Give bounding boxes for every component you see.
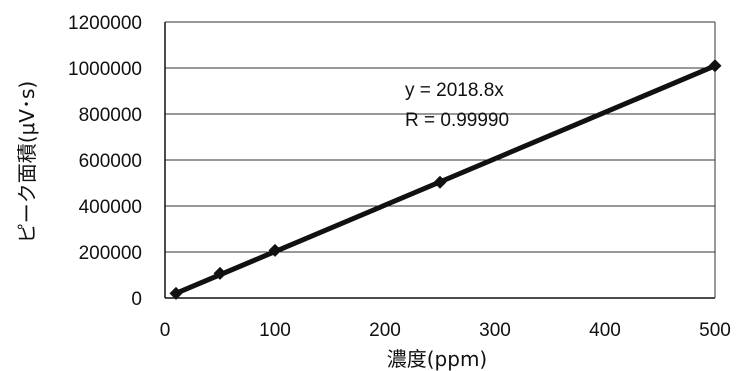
data-point-4 (708, 59, 722, 73)
data-points (169, 59, 722, 300)
x-tick-label-0: 0 (160, 320, 171, 341)
x-tick-label-200: 200 (369, 320, 401, 341)
trendline-line (173, 63, 718, 296)
x-tick-label-100: 100 (259, 320, 291, 341)
data-point-1 (213, 266, 227, 280)
annotation-equation: y = 2018.8x (405, 80, 504, 101)
x-tick-label-500: 500 (699, 320, 731, 341)
y-axis-tick-labels: 0 200000 400000 600000 800000 1000000 1200000 (68, 13, 142, 310)
data-point-2 (268, 243, 282, 257)
trendline (173, 63, 718, 296)
y-tick-label-1200000: 1200000 (68, 13, 142, 34)
y-tick-label-1000000: 1000000 (68, 59, 142, 80)
annotation-r-value: R = 0.99990 (405, 110, 509, 131)
data-point-3 (433, 175, 447, 189)
y-tick-label-800000: 800000 (79, 105, 142, 126)
y-tick-label-400000: 400000 (79, 197, 142, 218)
x-axis-title: 濃度(ppm) (387, 347, 487, 371)
data-point-0 (169, 286, 183, 300)
y-tick-label-200000: 200000 (79, 243, 142, 264)
y-tick-label-0: 0 (131, 289, 142, 310)
x-tick-label-300: 300 (479, 320, 511, 341)
x-tick-label-400: 400 (589, 320, 621, 341)
y-tick-label-600000: 600000 (79, 151, 142, 172)
x-axis-tick-labels: 0 100 200 300 400 500 (160, 320, 731, 341)
y-axis-title: ピーク面積(μV･s) (15, 81, 39, 243)
